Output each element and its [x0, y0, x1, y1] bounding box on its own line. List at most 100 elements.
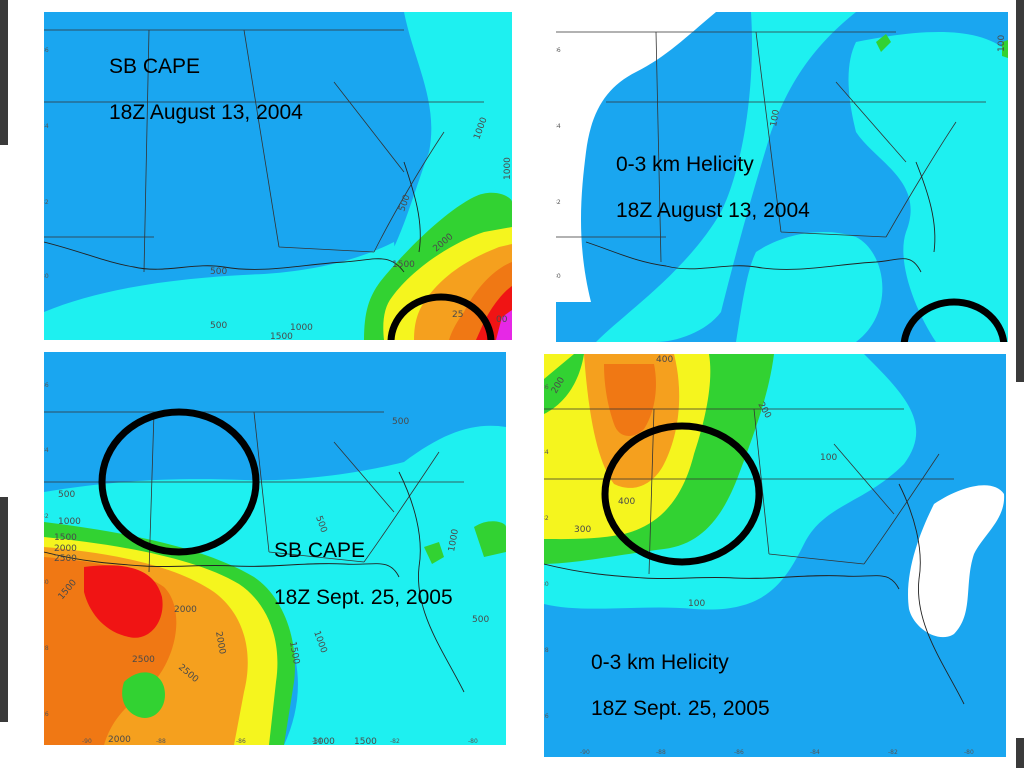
- contour-label: 400: [656, 355, 673, 365]
- lat-tick: 34: [544, 449, 549, 456]
- lon-tick: -90: [580, 749, 590, 756]
- lon-tick: -80: [468, 738, 478, 745]
- left-edge-strip-bottom: [0, 497, 8, 722]
- map-panel-sb-cape-2005: 500 1000 1500 2000 2500 500 1000 500 100…: [44, 352, 506, 745]
- lat-tick: 32: [44, 513, 49, 520]
- contour-label: 1000: [290, 323, 313, 333]
- cape-contour-map-2004: 1000 1000 500 500 1500 2000 500 1000 150…: [44, 12, 512, 340]
- helicity-green-edge: [1002, 40, 1008, 58]
- contour-label: 100: [769, 109, 782, 128]
- lat-tick: 30: [44, 273, 49, 280]
- cape-green-east: [474, 521, 506, 557]
- lon-tick: -80: [964, 749, 974, 756]
- map-panel-helicity-2005: 400 200 200 400 300 100 100 36 34 32 30 …: [544, 354, 1006, 757]
- state-borders: [556, 31, 986, 263]
- panel-title-helicity-2005: 0-3 km Helicity: [591, 651, 729, 674]
- contour-label: 1000: [447, 528, 461, 553]
- contour-label: 1500: [287, 641, 301, 666]
- lon-tick: -84: [312, 738, 322, 745]
- gulf-coastline: [585, 241, 922, 273]
- contour-label: 1000: [312, 737, 335, 745]
- contour-label: 1500: [54, 533, 77, 543]
- helicity-missing-region: [556, 12, 716, 302]
- contour-label: 2500: [132, 655, 155, 665]
- helicity-cyan-band-east: [848, 32, 1008, 342]
- contour-label: 00: [496, 315, 508, 325]
- gulf-coastline: [44, 241, 405, 273]
- lat-tick: 32: [544, 515, 549, 522]
- lat-tick: 36: [44, 47, 49, 54]
- map-panel-sb-cape-2004: 1000 1000 500 500 1500 2000 500 1000 150…: [44, 12, 512, 340]
- helicity-green-spot: [876, 34, 891, 52]
- lat-tick: 32: [556, 199, 561, 206]
- right-edge-strip-bottom: [1016, 738, 1024, 768]
- panel-title-sb-cape-2004: SB CAPE: [109, 55, 201, 78]
- lat-tick: 34: [44, 123, 49, 130]
- lat-tick: 34: [44, 447, 49, 454]
- lat-tick: 28: [544, 647, 549, 654]
- contour-label: 400: [618, 497, 635, 507]
- contour-label: 500: [210, 321, 227, 331]
- contour-label: 100: [997, 35, 1007, 52]
- lat-tick: 32: [44, 199, 49, 206]
- contour-label: 300: [574, 525, 591, 535]
- helicity-contour-map-2005: 400 200 200 400 300 100 100 36 34 32 30 …: [544, 354, 1006, 757]
- cape-contour-map-2005: 500 1000 1500 2000 2500 500 1000 500 100…: [44, 352, 506, 745]
- gulf-coastline: [44, 551, 400, 578]
- contour-label: 1000: [58, 517, 81, 527]
- contour-label: 500: [472, 615, 489, 625]
- atlantic-coastline: [403, 161, 421, 253]
- right-edge-strip-top: [1016, 0, 1024, 382]
- lat-tick: 30: [556, 273, 561, 280]
- contour-label: 2000: [213, 631, 227, 656]
- left-edge-strip-top: [0, 0, 8, 145]
- helicity-cyan-band-west: [596, 12, 856, 342]
- cape-cyan-region: [44, 425, 506, 745]
- highlight-circle: [601, 422, 763, 566]
- atlantic-coastline: [898, 483, 965, 705]
- atlantic-coastline: [398, 471, 465, 693]
- cape-red-region: [84, 565, 163, 638]
- lat-tick: 30: [44, 579, 49, 586]
- lon-tick-row: -90 -88 -86 -84 -82 -80: [44, 738, 506, 745]
- lon-tick-row: -90 -88 -86 -84 -82 -80: [544, 749, 1006, 756]
- panel-date-sb-cape-2005: 18Z Sept. 25, 2005: [274, 586, 453, 609]
- lat-tick: 34: [556, 123, 561, 130]
- lat-tick: 36: [544, 384, 549, 391]
- lon-tick: -90: [82, 738, 92, 745]
- state-borders: [544, 408, 954, 575]
- panel-date-sb-cape-2004: 18Z August 13, 2004: [109, 101, 303, 124]
- lon-tick: -82: [888, 749, 898, 756]
- contour-label: 100: [820, 453, 837, 463]
- contour-label: 2000: [108, 735, 131, 745]
- contour-label: 500: [392, 417, 409, 427]
- highlight-circle: [900, 298, 1008, 342]
- panel-date-helicity-2005: 18Z Sept. 25, 2005: [591, 697, 770, 720]
- panel-date-helicity-2004: 18Z August 13, 2004: [616, 199, 810, 222]
- cape-green-spot: [424, 542, 444, 564]
- state-borders: [44, 29, 484, 273]
- panel-title-helicity-2004: 0-3 km Helicity: [616, 153, 754, 176]
- lat-tick: 30: [544, 581, 549, 588]
- helicity-green-corner: [544, 354, 584, 414]
- lat-tick: 26: [544, 713, 549, 720]
- helicity-deep-orange-region: [604, 364, 656, 436]
- contour-label: 500: [58, 490, 75, 500]
- contour-label: 1500: [270, 332, 293, 340]
- lat-tick: 36: [44, 382, 49, 389]
- helicity-contour-map-2004: 100 100 36 34 32 30: [556, 12, 1008, 342]
- lon-tick: -88: [656, 749, 666, 756]
- contour-label: 2000: [174, 605, 197, 615]
- lon-tick: -86: [734, 749, 744, 756]
- contour-label: 500: [210, 267, 227, 277]
- cape-cyan-gulf: [44, 242, 404, 340]
- atlantic-coastline: [915, 161, 936, 253]
- contour-label: 1500: [354, 737, 377, 745]
- lat-tick: 36: [556, 47, 561, 54]
- map-panel-helicity-2004: 100 100 36 34 32 30: [556, 12, 1008, 342]
- helicity-cyan-gulf: [736, 232, 883, 342]
- gulf-coastline: [544, 563, 900, 590]
- contour-label: 25: [452, 310, 463, 320]
- contour-label: 2000: [54, 544, 77, 554]
- lon-tick: -84: [810, 749, 820, 756]
